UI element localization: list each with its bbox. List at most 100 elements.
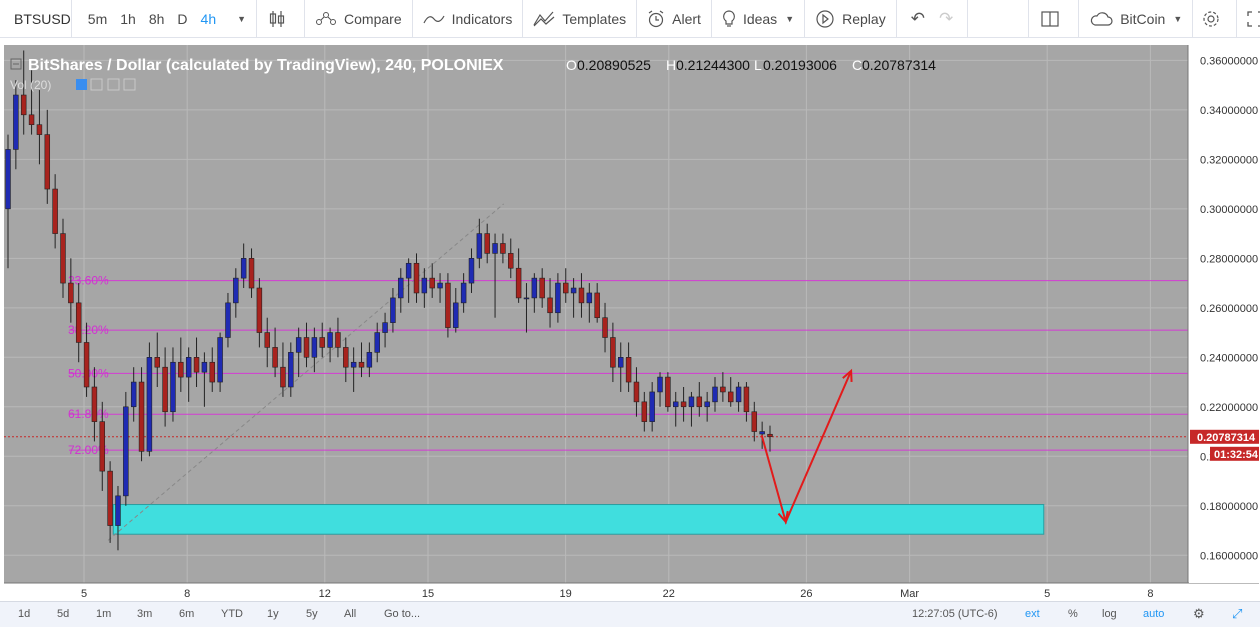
gear-icon[interactable]: ⚙: [1193, 606, 1205, 621]
range-5y[interactable]: 5y: [306, 608, 318, 620]
clock-timezone[interactable]: 12:27:05 (UTC-6): [912, 608, 998, 620]
fullscreen-icon[interactable]: ⤢: [1232, 606, 1243, 621]
candle-body: [162, 366, 168, 413]
top-toolbar: BTSUSD 5m 1h 8h D 4h ▼ Compare Indicator…: [0, 0, 1260, 38]
indicators-icon: [423, 15, 445, 23]
cloud-icon: [1091, 11, 1113, 26]
account-button[interactable]: BitCoin ▼: [1079, 0, 1194, 38]
percent-scale-toggle[interactable]: %: [1068, 608, 1078, 620]
arrow-down-head: [777, 510, 789, 525]
compare-label: Compare: [344, 10, 402, 27]
candle-body: [248, 258, 255, 289]
candle-body: [288, 352, 294, 388]
candle-body: [44, 134, 51, 190]
settings-button[interactable]: [1193, 0, 1238, 38]
price-tick-label: 0.36000000: [1200, 55, 1258, 67]
candle-body: [366, 352, 373, 368]
candle-body: [240, 258, 247, 279]
candle-body: [68, 282, 74, 304]
range-1m[interactable]: 1m: [96, 608, 112, 620]
go-to-button[interactable]: Go to...: [384, 608, 421, 620]
countdown-tag-text: 01:32:54: [1214, 449, 1259, 461]
range-6m[interactable]: 6m: [179, 608, 195, 620]
time-tick-label: 26: [800, 588, 812, 600]
templates-label: Templates: [562, 10, 627, 27]
alert-button[interactable]: Alert: [637, 0, 712, 38]
candle-body: [767, 433, 773, 438]
templates-button[interactable]: Templates: [523, 0, 638, 38]
price-tick-label: 0.24000000: [1200, 352, 1258, 364]
interval-5m[interactable]: 5m: [87, 10, 108, 27]
candle-body: [735, 386, 742, 403]
candle-body: [327, 332, 333, 348]
candle-body: [343, 347, 349, 368]
auto-scale-toggle[interactable]: auto: [1143, 608, 1165, 620]
plus-icon[interactable]: [107, 78, 120, 91]
close-icon[interactable]: [123, 78, 136, 91]
undo-icon[interactable]: ↶: [910, 8, 925, 28]
range-3m[interactable]: 3m: [137, 608, 153, 620]
candle-body: [115, 495, 121, 526]
ideas-button[interactable]: Ideas ▼: [712, 0, 806, 38]
eye-icon[interactable]: [76, 79, 87, 90]
support-zone-rectangle[interactable]: [112, 504, 1045, 535]
interval-4h[interactable]: 4h: [200, 10, 217, 27]
candle-body: [75, 302, 82, 343]
candle-body: [665, 376, 671, 408]
candle-body: [5, 149, 11, 210]
price-chart[interactable]: 23.60%38.20%50.00%61.80%72.00% 0.1600000…: [4, 45, 1259, 601]
candle-body: [712, 386, 718, 403]
layout-button[interactable]: [1028, 0, 1080, 38]
compare-button[interactable]: Compare: [305, 0, 413, 38]
candle-body: [641, 401, 648, 422]
candle-body: [303, 337, 310, 358]
interval-1h[interactable]: 1h: [120, 10, 136, 27]
chevron-down-icon[interactable]: ▼: [237, 13, 247, 24]
chart-style-button[interactable]: [257, 0, 306, 38]
price-tick-label: 0.26000000: [1200, 303, 1258, 315]
candle-body: [201, 361, 208, 373]
range-all[interactable]: All: [344, 608, 357, 620]
price-tick-label: 0.32000000: [1200, 154, 1258, 166]
candle-body: [28, 114, 35, 126]
candle-body: [398, 277, 404, 299]
replay-label: Replay: [842, 10, 886, 27]
interval-d[interactable]: D: [177, 10, 188, 27]
arrow-up-head: [842, 368, 853, 382]
fib-level-label: 38.20%: [68, 323, 109, 337]
layout-icon: [1041, 10, 1059, 27]
range-5d[interactable]: 5d: [57, 608, 70, 620]
candle-body: [130, 381, 137, 408]
symbol-search-button[interactable]: BTSUSD: [0, 0, 72, 38]
collapse-icon[interactable]: [10, 58, 22, 70]
interval-8h[interactable]: 8h: [148, 10, 165, 27]
candle-body: [680, 401, 687, 408]
range-1d[interactable]: 1d: [18, 608, 31, 620]
extended-hours-toggle[interactable]: ext: [1025, 608, 1040, 620]
candle-body: [625, 357, 632, 383]
indicators-button[interactable]: Indicators: [413, 0, 524, 38]
candle-body: [759, 431, 765, 435]
log-scale-toggle[interactable]: log: [1102, 608, 1117, 620]
candle-body: [264, 332, 270, 348]
candle-body: [107, 470, 113, 526]
candle-body: [453, 302, 459, 328]
candle-body: [586, 292, 593, 304]
fib-level-label: 72.00%: [68, 443, 109, 457]
candle-body: [468, 258, 475, 284]
candle-body: [91, 386, 98, 422]
price-tick-label: 0.30000000: [1200, 204, 1258, 216]
range-1y[interactable]: 1y: [267, 608, 279, 620]
range-ytd[interactable]: YTD: [221, 608, 243, 620]
candle-body: [295, 337, 302, 353]
settings-small-icon[interactable]: [90, 78, 103, 91]
fib-trend-line[interactable]: [107, 203, 505, 541]
chart-container[interactable]: 23.60%38.20%50.00%61.80%72.00% 0.1600000…: [4, 45, 1259, 601]
low-value: 0.20193006: [763, 57, 837, 73]
redo-icon[interactable]: ↷: [938, 8, 954, 28]
time-tick-label: 8: [184, 588, 190, 600]
fullscreen-button[interactable]: [1237, 0, 1260, 38]
replay-button[interactable]: Replay: [805, 0, 897, 38]
price-tick-label: 0.28000000: [1200, 253, 1258, 265]
templates-icon: [533, 11, 555, 26]
